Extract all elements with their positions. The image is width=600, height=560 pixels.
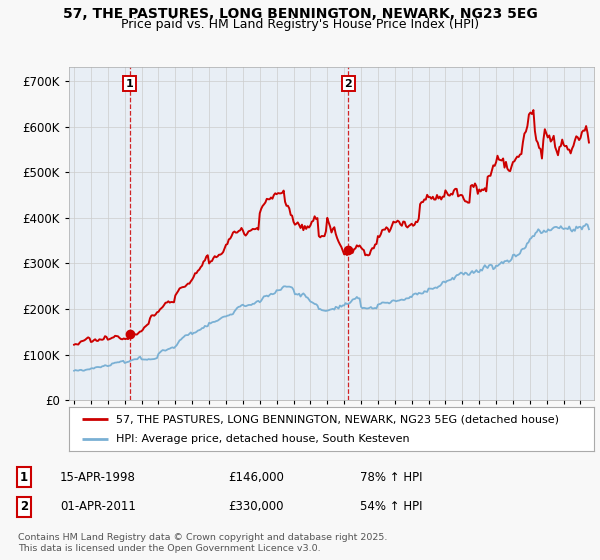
Text: HPI: Average price, detached house, South Kesteven: HPI: Average price, detached house, Sout… <box>116 434 410 444</box>
Text: Price paid vs. HM Land Registry's House Price Index (HPI): Price paid vs. HM Land Registry's House … <box>121 18 479 31</box>
Text: 78% ↑ HPI: 78% ↑ HPI <box>360 470 422 484</box>
Text: 1: 1 <box>20 470 28 484</box>
Text: 15-APR-1998: 15-APR-1998 <box>60 470 136 484</box>
Text: 54% ↑ HPI: 54% ↑ HPI <box>360 500 422 514</box>
Text: £146,000: £146,000 <box>228 470 284 484</box>
Text: 57, THE PASTURES, LONG BENNINGTON, NEWARK, NG23 5EG: 57, THE PASTURES, LONG BENNINGTON, NEWAR… <box>62 7 538 21</box>
Text: 2: 2 <box>20 500 28 514</box>
Text: 2: 2 <box>344 79 352 89</box>
Text: 01-APR-2011: 01-APR-2011 <box>60 500 136 514</box>
Text: 57, THE PASTURES, LONG BENNINGTON, NEWARK, NG23 5EG (detached house): 57, THE PASTURES, LONG BENNINGTON, NEWAR… <box>116 414 559 424</box>
Text: Contains HM Land Registry data © Crown copyright and database right 2025.
This d: Contains HM Land Registry data © Crown c… <box>18 533 388 553</box>
Text: 1: 1 <box>126 79 133 89</box>
Text: £330,000: £330,000 <box>228 500 284 514</box>
